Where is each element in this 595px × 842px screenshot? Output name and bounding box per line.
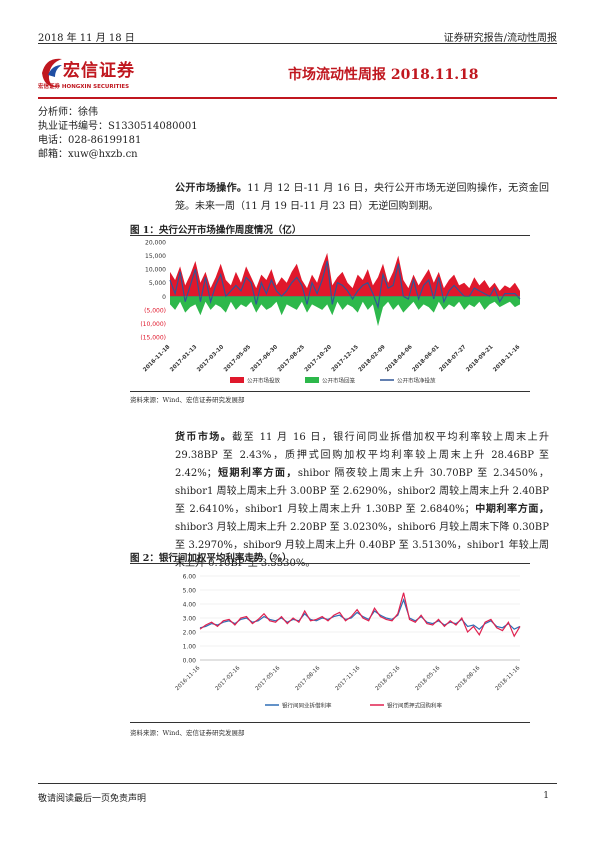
y-tick-label: 6.00 <box>183 574 197 581</box>
header-divider <box>38 43 557 44</box>
y-tick-label: 15,000 <box>145 253 166 260</box>
analyst-name: 分析师：徐伟 <box>38 107 98 118</box>
legend-label: 公开市场投放 <box>247 377 281 385</box>
logo-subtitle: 宏信证券 HONGXIN SECURITIES <box>38 84 130 90</box>
x-tick-label: 2017-12-15 <box>331 344 360 373</box>
section-open-market: 公开市场操作。11 月 12 日-11 月 16 日，央行公开市场无逆回购操作，… <box>175 180 549 216</box>
report-title: 市场流动性周报 2018.11.18 <box>288 67 479 83</box>
y-tick-label: 4.00 <box>183 602 197 609</box>
legend-label: 银行间质押式回购利率 <box>387 702 443 710</box>
y-tick-label: 0 <box>162 294 166 301</box>
y-tick-label: 1.00 <box>183 644 197 651</box>
x-tick-label: 2018-08-16 <box>455 665 482 692</box>
y-tick-label: 5,000 <box>149 280 166 287</box>
x-tick-label: 2018-04-06 <box>385 344 414 373</box>
company-logo <box>42 58 62 88</box>
title-divider <box>38 97 557 99</box>
legend-label: 公开市场回笼 <box>322 377 356 385</box>
x-tick-label: 2017-05-16 <box>255 665 282 692</box>
x-tick-label: 2018-06-01 <box>412 344 441 373</box>
figure1-bottom-divider <box>130 391 530 392</box>
x-tick-label: 2017-03-10 <box>196 344 225 373</box>
page-number: 1 <box>543 791 549 801</box>
section-open-market-lead: 公开市场操作。 <box>175 183 248 194</box>
x-tick-label: 2018-11-16 <box>495 665 522 692</box>
x-tick-label: 2016-11-16 <box>175 665 202 692</box>
y-tick-label: 10,000 <box>145 267 166 274</box>
header-category: 证券研究报告/流动性周报 <box>443 33 557 44</box>
x-tick-label: 2018-07-27 <box>438 344 467 373</box>
x-tick-label: 2017-11-16 <box>335 665 362 692</box>
figure1-source: 资料来源：Wind、宏信证券研究发展部 <box>130 396 245 404</box>
footer-disclaimer: 敬请阅读最后一页免责声明 <box>38 794 147 804</box>
y-tick-label: 2.00 <box>183 630 197 637</box>
y-tick-label: (5,000) <box>144 307 166 314</box>
x-tick-label: 2017-01-13 <box>169 344 198 373</box>
y-tick-label: 0.00 <box>183 658 197 665</box>
short-rate-lead: 短期利率方面， <box>216 468 298 479</box>
figure2-title: 图 2：银行间加权平均利率走势（%） <box>130 553 292 564</box>
x-tick-label: 2017-05-05 <box>223 344 252 373</box>
mid-rate-lead: 中期利率方面， <box>474 504 550 515</box>
series-line-1 <box>199 592 521 638</box>
footer-divider <box>38 783 557 784</box>
x-tick-label: 2018-02-09 <box>358 344 387 373</box>
x-tick-label: 2017-08-16 <box>295 665 322 692</box>
x-tick-label: 2017-06-30 <box>250 344 279 373</box>
series-line-2 <box>169 260 521 310</box>
logo-swoosh-icon <box>42 58 62 88</box>
y-tick-label: 3.00 <box>183 616 197 623</box>
section-open-market-text: 11 月 12 日-11 月 16 日，央行公开市场无逆回购操作，无资金回笼。未… <box>175 183 550 212</box>
section-money-market-lead: 货币市场。 <box>175 432 233 443</box>
figure2-source: 资料来源：Wind、宏信证券研究发展部 <box>130 729 245 737</box>
y-tick-label: 5.00 <box>183 588 197 595</box>
figure2-divider <box>130 563 530 564</box>
analyst-email: 邮箱：xuw@hxzb.cn <box>38 149 138 160</box>
logo-name: 宏信证券 <box>63 61 135 81</box>
legend-swatch <box>230 377 244 383</box>
figure2-bottom-divider <box>130 722 530 723</box>
series-area-0 <box>170 252 520 297</box>
analyst-phone: 电话：028-86199181 <box>38 135 142 146</box>
x-tick-label: 2018-05-16 <box>415 665 442 692</box>
x-tick-label: 2018-02-16 <box>375 665 402 692</box>
header-date: 2018 年 11 月 18 日 <box>38 33 135 44</box>
legend-label: 公开市场净投放 <box>397 377 436 385</box>
y-tick-label: (15,000) <box>140 335 166 342</box>
y-tick-label: (10,000) <box>140 321 166 328</box>
series-area-1 <box>170 296 520 327</box>
x-tick-label: 2016-11-18 <box>142 344 171 373</box>
figure1-divider <box>130 235 530 236</box>
x-tick-label: 2017-10-20 <box>304 344 333 373</box>
short-rate-text: shibor 隔夜较上周末上升 30.70BP 至 2.3450%，shibor… <box>175 468 549 515</box>
y-tick-label: 20,000 <box>145 240 166 247</box>
x-tick-label: 2018-11-16 <box>492 344 521 373</box>
legend-swatch <box>305 377 319 383</box>
x-tick-label: 2017-08-25 <box>277 344 306 373</box>
chart-open-market-operations: 20,000 15,000 10,000 5,000 0 (5,000) (10,000) (… <box>140 240 521 385</box>
section-money-market-text1: 截至 11 月 16 日，银行间同业拆借加权平均利率较上周末上升 29.38BP… <box>175 432 550 479</box>
x-tick-label: 2017-02-16 <box>215 665 242 692</box>
analyst-license: 执业证书编号：S1330514080001 <box>38 121 198 132</box>
figure1-title: 图 1：央行公开市场操作周度情况（亿） <box>130 225 302 236</box>
legend-label: 银行间同业拆借利率 <box>282 702 332 710</box>
x-tick-label: 2018-09-21 <box>465 344 494 373</box>
